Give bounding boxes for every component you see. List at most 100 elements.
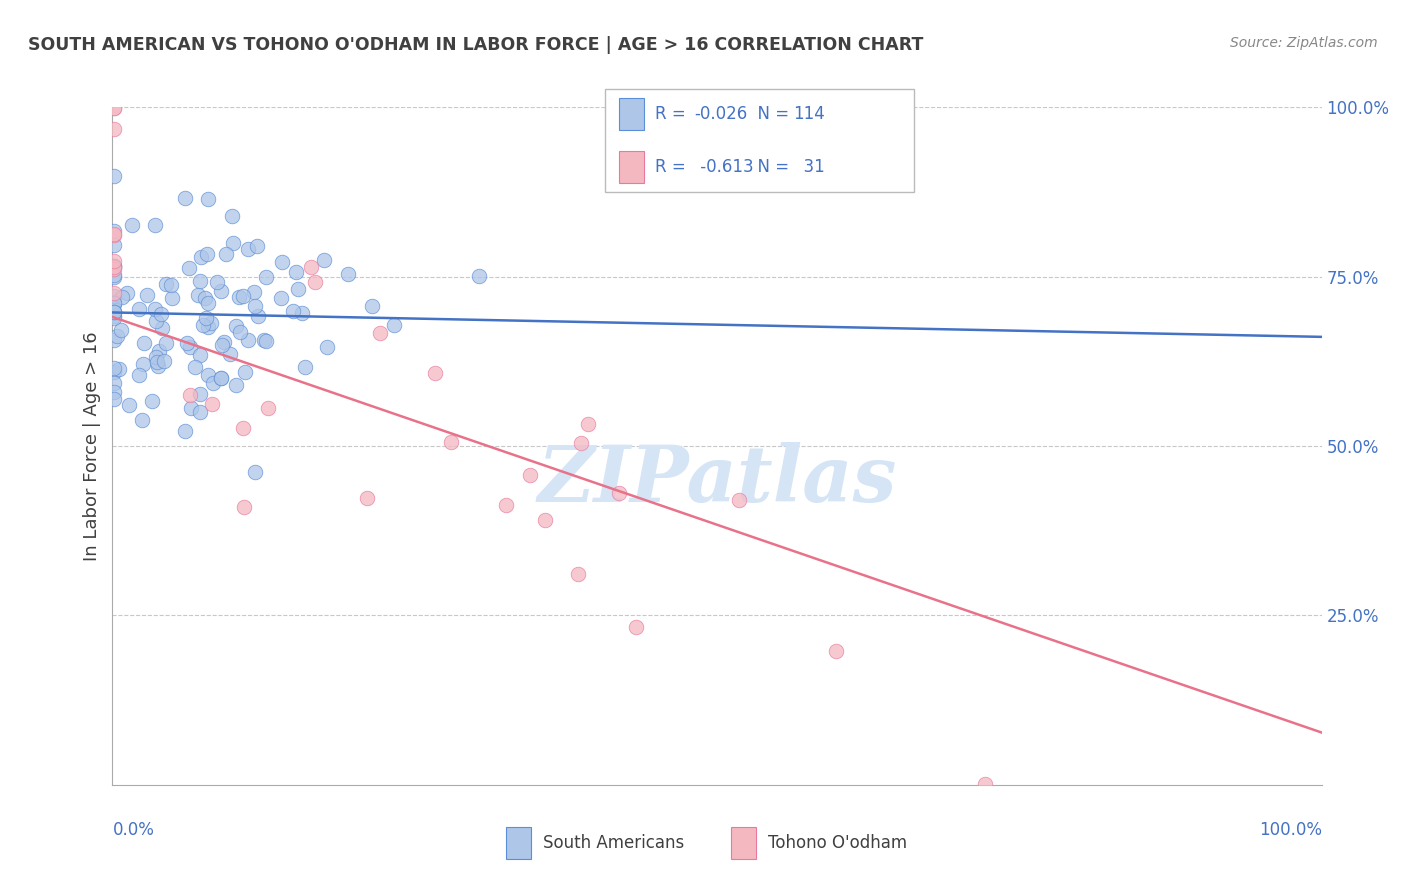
Point [187,288,209,302]
Point [160,278,183,293]
Point [145,350,167,364]
Y-axis label: In Labor Force | Age > 16: In Labor Force | Age > 16 [83,331,101,561]
Point [221,209,243,223]
Point [103,392,125,407]
Point [425,367,447,381]
Point [188,275,211,289]
Text: 0.0%: 0.0% [112,821,155,838]
Point [824,644,846,658]
Point [107,362,129,376]
Point [254,270,277,285]
Point [152,354,174,368]
Point [299,260,322,275]
Point [148,343,170,358]
Point [103,285,125,300]
Point [103,295,125,310]
Point [225,378,247,392]
Point [121,218,143,232]
Point [257,401,280,415]
Point [103,333,125,347]
Point [188,387,211,401]
Point [361,299,384,313]
Point [128,301,150,316]
Point [200,316,222,330]
Point [232,421,254,435]
Point [179,388,201,402]
Point [439,435,461,450]
Point [143,301,166,316]
Point [131,413,153,427]
Point [103,310,125,324]
Point [229,325,252,339]
Point [136,287,159,301]
Point [291,306,314,320]
Point [519,468,541,483]
Point [103,304,125,318]
Point [155,277,177,291]
Point [174,424,197,438]
Point [533,513,555,527]
Point [128,368,150,383]
Point [184,360,207,375]
Point [103,260,125,274]
Point [382,318,405,333]
Point [270,291,292,305]
Point [173,191,195,205]
Point [356,491,378,506]
Point [103,169,125,183]
Point [205,275,228,289]
Point [294,360,316,375]
Point [727,493,749,508]
Point [247,310,270,324]
Point [211,338,233,352]
Point [209,371,232,385]
Point [222,235,245,250]
Point [103,260,125,274]
Point [569,436,592,450]
Text: SOUTH AMERICAN VS TOHONO O'ODHAM IN LABOR FORCE | AGE > 16 CORRELATION CHART: SOUTH AMERICAN VS TOHONO O'ODHAM IN LABO… [28,36,924,54]
Point [103,296,125,310]
Point [567,567,589,582]
Point [287,282,309,296]
Point [155,336,177,351]
Text: Source: ZipAtlas.com: Source: ZipAtlas.com [1230,36,1378,50]
Point [228,290,250,304]
Text: -0.026: -0.026 [695,105,748,123]
Point [103,304,125,318]
Point [243,285,266,299]
Point [134,335,156,350]
Point [145,314,167,328]
Point [146,355,169,369]
Point [103,224,125,238]
Point [314,253,336,268]
Point [149,307,172,321]
Point [197,295,219,310]
Point [281,303,304,318]
Point [337,267,360,281]
Point [209,371,232,385]
Point [316,340,339,354]
Text: Tohono O'odham: Tohono O'odham [768,834,907,852]
Point [212,334,235,349]
Point [188,348,211,362]
Point [103,376,125,391]
Text: R =: R = [655,158,692,176]
Point [103,310,125,325]
Point [118,398,141,412]
Point [110,323,132,337]
Point [215,247,238,261]
Point [179,340,201,354]
Point [973,777,995,791]
Point [103,237,125,252]
Point [271,255,294,269]
Point [194,291,217,305]
Point [180,401,202,416]
Point [103,268,125,282]
Point [103,297,125,311]
Text: 114: 114 [793,105,825,123]
Point [103,305,125,319]
Point [103,261,125,276]
Point [304,275,326,289]
Point [179,261,201,276]
Point [103,365,125,379]
